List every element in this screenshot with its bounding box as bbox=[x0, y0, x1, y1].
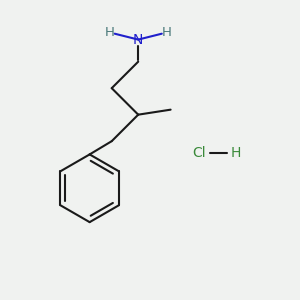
Text: H: H bbox=[162, 26, 172, 39]
Text: Cl: Cl bbox=[192, 146, 206, 160]
Text: H: H bbox=[230, 146, 241, 160]
Text: N: N bbox=[133, 33, 143, 46]
Text: H: H bbox=[105, 26, 115, 39]
